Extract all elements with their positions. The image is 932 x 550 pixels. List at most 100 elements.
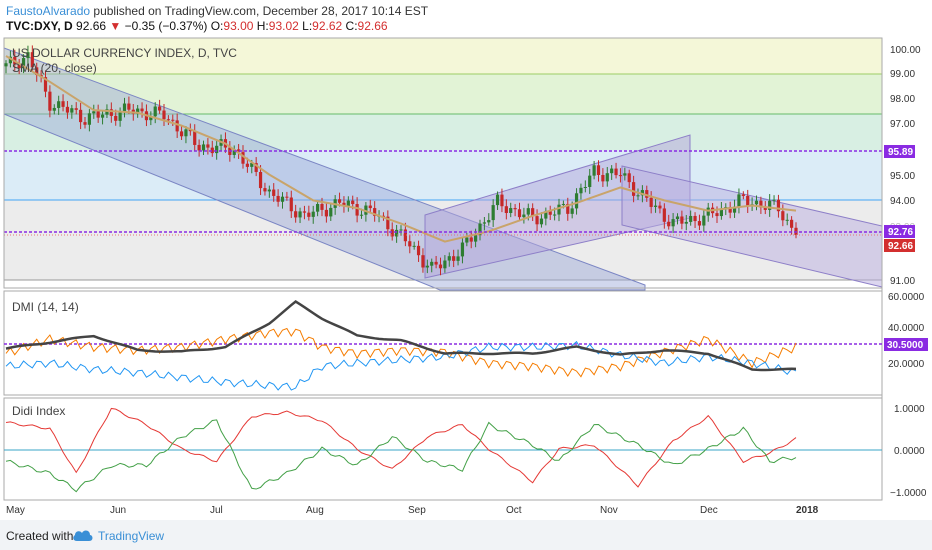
didi-short-line — [5, 407, 797, 488]
price-tick: 91.00 — [890, 276, 915, 287]
price-tick: 99.00 — [890, 69, 915, 80]
candle-body — [201, 144, 206, 151]
candle-body — [79, 109, 83, 123]
candle-body — [487, 220, 491, 223]
candle-body — [193, 131, 197, 145]
candles — [4, 45, 798, 276]
candle-body — [421, 255, 425, 268]
candle-body — [368, 205, 372, 209]
candle-body — [258, 171, 263, 189]
candle-body — [434, 261, 438, 265]
candle-body — [693, 215, 697, 222]
candle-body — [302, 211, 307, 213]
candle-body — [772, 199, 776, 201]
candle-body — [329, 207, 333, 217]
candle-body — [653, 205, 658, 207]
change-text: −0.35 (−0.37%) — [124, 19, 208, 33]
didi-long-line — [5, 419, 797, 493]
last-price: 92.66 — [76, 19, 107, 33]
didi-pane-frame — [3, 397, 883, 501]
dmi-axis[interactable]: 60.0000 40.0000 20.0000 — [888, 292, 925, 370]
candle-body — [21, 58, 26, 69]
candle-body — [719, 208, 723, 217]
candle-body — [390, 229, 394, 237]
candle-body — [513, 208, 517, 210]
candle-body — [153, 106, 157, 117]
author-link[interactable]: FaustoAlvarado — [6, 4, 91, 18]
didi-pane-title: Didi Index — [12, 404, 65, 418]
candle-body — [763, 207, 767, 210]
tradingview-cloud-icon[interactable] — [72, 528, 94, 542]
candle-body — [430, 261, 434, 266]
didi-axis[interactable]: 1.0000 0.0000 −1.0000 — [890, 404, 927, 499]
dmi-tick: 40.0000 — [888, 323, 925, 334]
candle-body — [509, 208, 513, 213]
candle-body — [267, 189, 271, 192]
high-value: 93.02 — [268, 19, 299, 33]
time-tick-oct: Oct — [506, 505, 522, 516]
candle-body — [298, 211, 302, 218]
price-pane[interactable]: US DOLLAR CURRENCY INDEX, D, TVC SMA (20… — [3, 38, 883, 291]
candle-body — [535, 216, 539, 225]
candle-body — [680, 216, 684, 224]
candle-body — [636, 195, 640, 197]
candle-body — [645, 190, 649, 198]
candle-body — [548, 211, 552, 215]
candle-body — [17, 64, 21, 69]
candle-body — [70, 108, 74, 113]
candle-body — [294, 211, 298, 218]
candle-body — [381, 215, 386, 217]
candle-body — [166, 119, 170, 121]
candle-body — [399, 229, 403, 231]
candle-body — [250, 163, 254, 167]
candle-body — [285, 196, 289, 198]
candle-body — [127, 103, 131, 110]
candle-body — [136, 108, 140, 114]
time-axis[interactable]: May Jun Jul Aug Sep Oct Nov Dec 2018 — [6, 505, 819, 516]
price-tick: 94.00 — [890, 196, 915, 207]
candle-body — [754, 200, 759, 205]
dmi-level-badge-text: 30.5000 — [887, 340, 924, 351]
price-badge-92-76 — [884, 225, 915, 238]
candle-body — [263, 188, 267, 192]
candle-body — [254, 163, 258, 172]
candle-body — [627, 173, 631, 183]
dmi-pane[interactable]: DMI (14, 14) — [3, 290, 883, 396]
candle-body — [658, 205, 662, 209]
candle-body — [474, 235, 478, 242]
candle-body — [140, 108, 144, 112]
didi-pane[interactable]: Didi Index — [3, 397, 883, 501]
candle-body — [184, 129, 188, 137]
candle-body — [596, 165, 601, 175]
candle-body — [522, 214, 526, 218]
candle-body — [500, 194, 504, 207]
fib-zone-2 — [4, 74, 882, 114]
time-tick-dec: Dec — [700, 505, 718, 516]
fib-zone-4 — [4, 150, 882, 200]
chart-svg[interactable]: US DOLLAR CURRENCY INDEX, D, TVC SMA (20… — [0, 0, 932, 520]
candle-body — [776, 199, 781, 212]
candle-body — [105, 109, 109, 115]
candle-body — [158, 106, 162, 111]
candle-body — [149, 116, 153, 121]
candle-body — [623, 173, 627, 176]
candle-body — [781, 211, 785, 221]
candle-body — [746, 195, 750, 207]
price-tick: 95.00 — [890, 171, 915, 182]
candle-body — [280, 196, 285, 202]
candle-body — [87, 113, 91, 125]
candle-body — [544, 211, 548, 219]
candle-body — [109, 109, 113, 116]
tradingview-brand-link[interactable]: TradingView — [98, 529, 165, 543]
candle-body — [460, 242, 465, 257]
candle-body — [57, 101, 61, 108]
candle-body — [610, 168, 614, 174]
dmi-pane-frame — [3, 290, 883, 396]
candle-body — [210, 147, 214, 154]
candle-body — [311, 211, 315, 217]
candle-body — [276, 195, 280, 202]
dmi-adx-line — [5, 300, 797, 372]
last-price-badge — [884, 239, 915, 252]
price-pane-title: US DOLLAR CURRENCY INDEX, D, TVC — [12, 46, 237, 60]
candle-body — [8, 56, 12, 64]
